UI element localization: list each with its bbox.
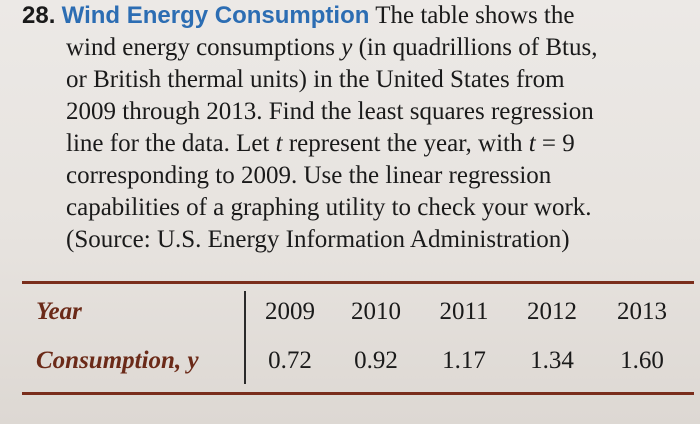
problem-line-4: 2009 through 2013. Find the least square… xyxy=(66,98,594,125)
problem-line-6: corresponding to 2009. Use the linear re… xyxy=(66,162,552,189)
problem-number: 28. xyxy=(22,2,56,29)
year-cell: 2012 xyxy=(527,298,577,325)
problem-28: 28. Wind Energy Consumption The table sh… xyxy=(22,0,694,256)
problem-text-1: The table shows the xyxy=(375,2,575,29)
consumption-cell: 1.17 xyxy=(442,347,486,374)
problem-title: Wind Energy Consumption xyxy=(61,2,370,29)
problem-line-8: (Source: U.S. Energy Information Adminis… xyxy=(66,226,570,253)
table-row-consumption: Consumption, y 0.72 0.92 1.17 1.34 1.60 xyxy=(22,341,694,385)
year-cell: 2011 xyxy=(439,298,489,325)
problem-line-2: wind energy consumptions y (in quadrilli… xyxy=(66,34,598,61)
problem-line-7: capabilities of a graphing utility to ch… xyxy=(66,194,592,221)
row-label-year: Year xyxy=(36,298,82,325)
year-cell: 2010 xyxy=(351,298,401,325)
problem-line-3: or British thermal units) in the United … xyxy=(66,66,565,93)
row-label-consumption: Consumption, y xyxy=(36,347,199,374)
table-bottom-rule xyxy=(22,392,694,395)
table-column-divider xyxy=(244,291,246,384)
table-row-year: Year 2009 2010 2011 2012 2013 xyxy=(22,292,694,336)
consumption-cell: 0.72 xyxy=(268,347,312,374)
table-top-rule xyxy=(22,281,694,284)
problem-line-5: line for the data. Let t represent the y… xyxy=(66,130,575,157)
problem-line-1: 28. Wind Energy Consumption The table sh… xyxy=(22,0,694,32)
consumption-cell: 0.92 xyxy=(354,347,398,374)
year-cell: 2009 xyxy=(265,298,315,325)
consumption-cell: 1.60 xyxy=(620,347,664,374)
year-cell: 2013 xyxy=(617,298,667,325)
consumption-cell: 1.34 xyxy=(530,347,574,374)
